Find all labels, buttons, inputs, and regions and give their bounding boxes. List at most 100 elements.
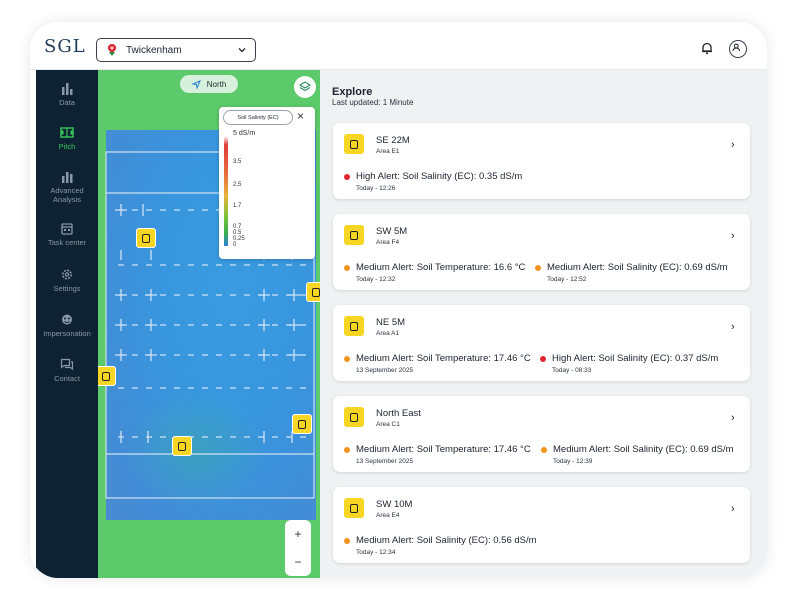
analysis-icon [62,172,73,183]
sensor-icon [178,441,186,451]
top-bar: SGL Twickenham [30,22,767,70]
chevron-right-icon[interactable]: › [731,503,735,515]
chevron-down-icon [238,48,246,53]
alert-time: Today - 12:32 [356,276,396,283]
alert-text: Medium Alert: Soil Temperature: 17.46 °C [356,353,531,364]
sensor-area: Area F4 [376,239,400,246]
alert-time: Today - 12:39 [553,458,593,465]
sidebar-item-label: Advanced Analysis [50,186,84,204]
mask-icon [62,314,72,325]
close-icon[interactable]: × [297,109,305,123]
app-window: SGL Twickenham Data [30,22,767,578]
sensor-icon [298,419,306,429]
zoom-in-button[interactable]: + [294,527,302,541]
sensor-icon [350,412,358,422]
sidebar-item-task-center[interactable]: Task center [36,222,98,247]
sidebar: Data Pitch Advanced Analysis Task center… [36,70,98,578]
sidebar-item-label: Impersonation [43,329,91,338]
sensor-badge [344,407,364,427]
sensor-badge [344,225,364,245]
zoom-controls: + − [285,520,311,576]
venue-select[interactable]: Twickenham [96,38,256,62]
sensor-card[interactable]: North East Area C1 › Medium Alert: Soil … [333,396,750,472]
user-avatar-icon[interactable] [729,40,747,58]
sensor-badge [344,316,364,336]
legend-color-bar [224,136,228,246]
sensor-name: SW 5M [376,226,408,237]
alert-text: Medium Alert: Soil Temperature: 17.46 °C [356,444,531,455]
sensor-name: NE 5M [376,317,406,328]
sensor-card[interactable]: SW 5M Area F4 › Medium Alert: Soil Tempe… [333,214,750,290]
sensor-marker[interactable] [292,414,312,434]
panel-title: Explore [332,86,373,98]
alert-time: Today - 12:52 [547,276,587,283]
alert-dot-medium [344,447,350,453]
chat-icon [60,358,74,371]
last-updated: Last updated: 1 Minute [332,98,414,107]
alert-time: 13 September 2025 [356,367,414,374]
sidebar-item-label: Contact [54,374,80,383]
alert-dot-medium [344,538,350,544]
bell-icon[interactable] [700,41,714,55]
sensor-icon [312,287,320,297]
sidebar-item-label: Pitch [58,142,76,151]
layers-button[interactable] [294,76,316,98]
sensor-icon [350,230,358,240]
alert-text: High Alert: Soil Salinity (EC): 0.35 dS/… [356,171,523,182]
legend-tick: 0 [233,242,237,248]
sensor-name: SW 10M [376,499,413,510]
chevron-right-icon[interactable]: › [731,412,735,424]
legend-tick: 1.7 [233,203,242,209]
alert-dot-high [540,356,546,362]
sensor-card[interactable]: SW 10M Area E4 › Medium Alert: Soil Sali… [333,487,750,563]
sensor-marker[interactable] [136,228,156,248]
sidebar-item-settings[interactable]: Settings [36,268,98,293]
sidebar-item-impersonation[interactable]: Impersonation [36,313,98,338]
sidebar-item-advanced-analysis[interactable]: Advanced Analysis [36,170,98,204]
sensor-icon [142,233,150,243]
alert-time: Today - 08:33 [552,367,592,374]
sensor-marker[interactable] [98,366,116,386]
navigation-arrow-icon [191,79,201,89]
legend-tick: 0.7 [233,224,242,230]
sensor-icon [102,371,110,381]
sensor-icon [350,503,358,513]
app-logo: SGL [44,36,86,57]
sensor-area: Area A1 [376,330,400,337]
alert-time: Today - 12:34 [356,549,396,556]
legend-unit: 5 dS/m [233,130,256,137]
sensor-area: Area E4 [376,512,400,519]
legend-tick: 0.5 [233,230,242,236]
alert-dot-medium [535,265,541,271]
legend-tick: 0.25 [233,236,245,242]
chevron-right-icon[interactable]: › [731,230,735,242]
alert-dot-medium [541,447,547,453]
sidebar-item-label: Task center [47,238,87,247]
rose-crest-icon [108,44,116,56]
alert-text: Medium Alert: Soil Temperature: 16.6 °C [356,262,526,273]
sensor-card[interactable]: NE 5M Area A1 › Medium Alert: Soil Tempe… [333,305,750,381]
sensor-marker[interactable] [306,282,320,302]
gear-icon [62,269,72,280]
sensor-marker[interactable] [172,436,192,456]
north-label: North [206,79,227,89]
sidebar-item-pitch[interactable]: Pitch [36,126,98,151]
alert-text: Medium Alert: Soil Salinity (EC): 0.69 d… [547,262,728,273]
pitch-map[interactable]: North Soil Salinity (EC) × 5 dS/m 3.5 2.… [98,70,320,578]
sidebar-item-data[interactable]: Data [36,82,98,107]
legend-tick: 3.5 [233,159,242,165]
pitch-icon [60,127,74,138]
sidebar-item-label: Data [59,98,75,107]
zoom-out-button[interactable]: − [294,555,302,569]
sensor-badge [344,498,364,518]
calendar-icon [61,223,73,235]
layer-select[interactable]: Soil Salinity (EC) [223,110,293,125]
north-indicator[interactable]: North [180,75,238,93]
sidebar-item-contact[interactable]: Contact [36,358,98,383]
venue-name: Twickenham [126,44,182,56]
chevron-right-icon[interactable]: › [731,321,735,333]
sensor-card[interactable]: SE 22M Area E1 › High Alert: Soil Salini… [333,123,750,199]
sensor-name: SE 22M [376,135,410,146]
alert-dot-high [344,174,350,180]
chevron-right-icon[interactable]: › [731,139,735,151]
